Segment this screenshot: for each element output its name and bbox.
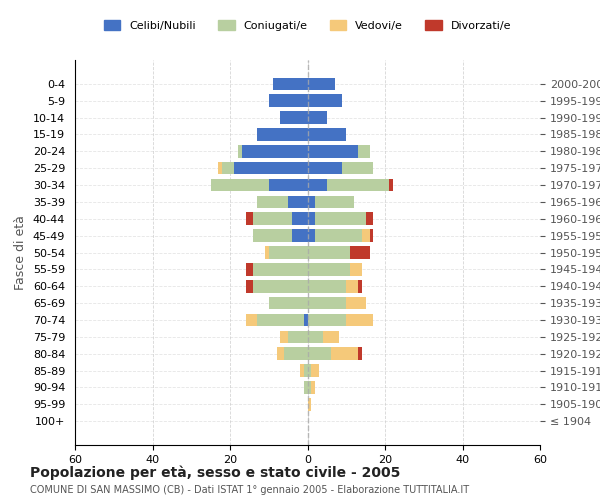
Bar	[253, 212, 292, 225]
Bar	[308, 212, 315, 225]
Bar	[280, 111, 308, 124]
Bar	[308, 196, 315, 208]
Bar	[269, 297, 308, 310]
Bar	[272, 78, 308, 90]
Bar	[304, 364, 308, 377]
Y-axis label: Fasce di età: Fasce di età	[14, 215, 28, 290]
Bar	[245, 212, 253, 225]
Bar	[253, 280, 308, 292]
Bar	[304, 314, 308, 326]
Bar	[245, 263, 253, 276]
Bar	[315, 212, 365, 225]
Bar	[327, 178, 389, 192]
Bar	[308, 364, 311, 377]
Text: Popolazione per età, sesso e stato civile - 2005: Popolazione per età, sesso e stato civil…	[30, 465, 400, 479]
Bar	[308, 398, 311, 410]
Bar	[304, 381, 308, 394]
Bar	[300, 364, 304, 377]
Bar	[350, 246, 370, 259]
Bar	[292, 230, 308, 242]
Bar	[277, 348, 284, 360]
Bar	[242, 145, 308, 158]
Bar	[315, 196, 354, 208]
Bar	[350, 263, 362, 276]
Bar	[211, 178, 269, 192]
Bar	[358, 348, 362, 360]
Bar	[308, 263, 350, 276]
Bar	[365, 212, 373, 225]
Bar	[308, 94, 343, 107]
Legend: Celibi/Nubili, Coniugati/e, Vedovi/e, Divorzati/e: Celibi/Nubili, Coniugati/e, Vedovi/e, Di…	[99, 16, 516, 35]
Bar	[358, 280, 362, 292]
Bar	[265, 246, 269, 259]
Bar	[269, 246, 308, 259]
Bar	[284, 348, 308, 360]
Bar	[331, 348, 358, 360]
Bar	[308, 297, 346, 310]
Bar	[323, 330, 338, 343]
Bar	[308, 78, 335, 90]
Bar	[308, 162, 343, 174]
Bar	[308, 111, 327, 124]
Bar	[308, 145, 358, 158]
Bar	[308, 246, 350, 259]
Bar	[257, 196, 288, 208]
Bar	[245, 280, 253, 292]
Bar	[253, 263, 308, 276]
Bar	[288, 196, 308, 208]
Bar	[308, 381, 311, 394]
Bar	[308, 348, 331, 360]
Bar	[269, 94, 308, 107]
Bar	[308, 178, 327, 192]
Bar	[315, 230, 362, 242]
Bar	[257, 128, 308, 141]
Bar	[346, 297, 365, 310]
Bar	[358, 145, 370, 158]
Bar	[308, 128, 346, 141]
Bar	[238, 145, 242, 158]
Bar	[346, 314, 373, 326]
Bar	[218, 162, 222, 174]
Bar	[308, 280, 346, 292]
Bar	[280, 330, 288, 343]
Bar	[343, 162, 373, 174]
Bar	[245, 314, 257, 326]
Bar	[234, 162, 308, 174]
Bar	[362, 230, 370, 242]
Bar	[311, 364, 319, 377]
Bar	[370, 230, 373, 242]
Bar	[308, 330, 323, 343]
Bar	[311, 381, 315, 394]
Bar	[288, 330, 308, 343]
Bar	[222, 162, 234, 174]
Bar	[346, 280, 358, 292]
Bar	[257, 314, 304, 326]
Bar	[389, 178, 393, 192]
Text: COMUNE DI SAN MASSIMO (CB) - Dati ISTAT 1° gennaio 2005 - Elaborazione TUTTITALI: COMUNE DI SAN MASSIMO (CB) - Dati ISTAT …	[30, 485, 469, 495]
Bar	[308, 230, 315, 242]
Bar	[308, 314, 346, 326]
Bar	[269, 178, 308, 192]
Bar	[292, 212, 308, 225]
Bar	[253, 230, 292, 242]
